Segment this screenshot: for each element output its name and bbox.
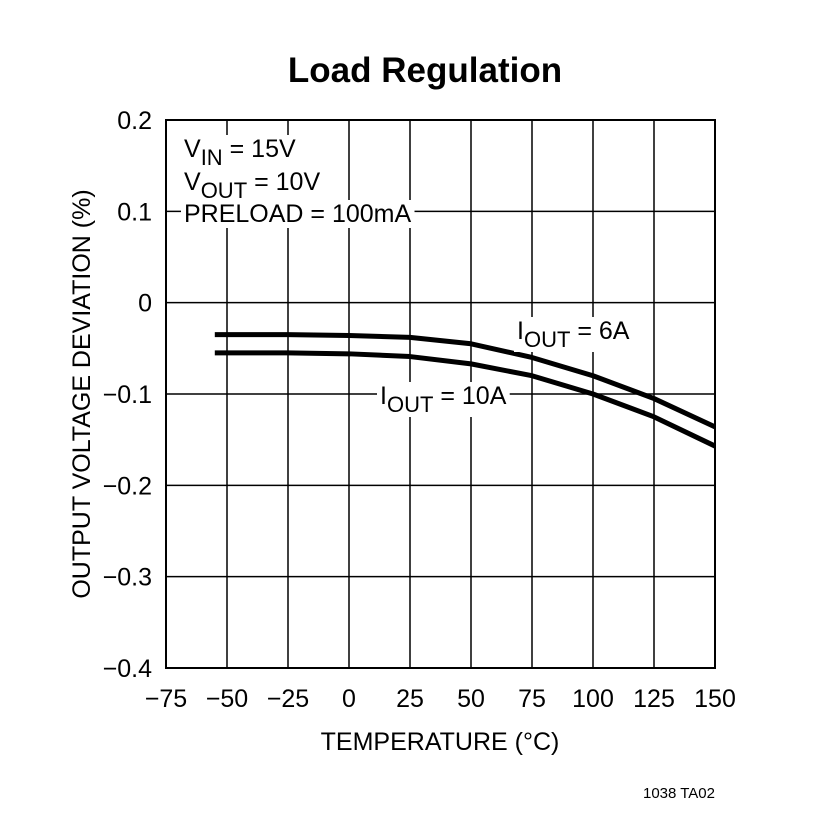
y-tick-label: −0.3 [103,564,152,592]
annotation-text: PRELOAD = 100mA [184,200,412,228]
label-background [181,168,324,203]
y-tick-label: −0.2 [103,472,152,500]
y-tick-label: −0.1 [103,381,152,409]
x-tick-label: 100 [572,685,614,713]
annotation-text: I [380,382,387,410]
y-axis-label: OUTPUT VOLTAGE DEVIATION (%) [68,189,96,598]
x-tick-label: −75 [145,685,187,713]
annotation: VOUT = 10V [184,168,320,203]
x-tick-label: −50 [206,685,248,713]
x-tick-label: 0 [342,685,356,713]
annotation-subscript: OUT [387,392,433,417]
label-background [181,135,299,170]
y-tick-label: 0 [138,290,152,318]
x-tick-label: 25 [396,685,424,713]
chart-title: Load Regulation [288,51,562,90]
x-axis-label: TEMPERATURE (°C) [321,728,560,756]
annotation: VIN = 15V [184,135,296,170]
x-tick-label: 75 [518,685,546,713]
x-tick-label: −25 [267,685,309,713]
x-tick-label: 150 [694,685,736,713]
annotation-text: I [517,317,524,345]
label-background [181,200,415,228]
x-tick-label: 50 [457,685,485,713]
line-series [214,350,717,449]
annotation-text: V [184,168,201,196]
plot-frame [165,119,716,669]
annotation-subscript: OUT [524,327,570,352]
annotation-subscript: OUT [201,178,247,203]
y-tick-label: 0.2 [117,107,152,135]
line-series [214,332,717,430]
annotation-text: = 10A [433,382,506,410]
label-background [514,317,633,352]
annotation: IOUT = 6A [517,317,630,352]
x-tick-label: 125 [633,685,675,713]
annotation-text: = 10V [247,168,320,196]
y-tick-label: 0.1 [117,198,152,226]
y-tick-label: −0.4 [103,655,152,683]
annotation-text: = 6A [570,317,629,345]
annotation-subscript: IN [201,145,223,170]
label-background [377,382,510,417]
footnote: 1038 TA02 [643,785,715,802]
annotation-text: = 15V [223,135,296,163]
annotation: IOUT = 10A [380,382,507,417]
annotation: PRELOAD = 100mA [184,200,412,228]
annotation-text: V [184,135,201,163]
